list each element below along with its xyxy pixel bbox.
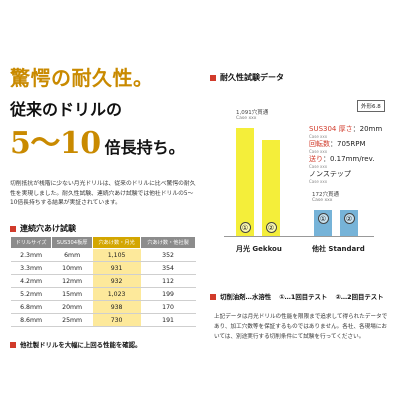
table-title-text: 連続穴あけ試験 bbox=[20, 224, 76, 233]
square-bullet-icon bbox=[10, 225, 16, 232]
big-claim: 5～10 倍長持ち。 bbox=[10, 118, 185, 162]
intro-paragraph: 切削抵抗が桟階に少ない月光ドリルは、従来のドリルに比べ驚愕の耐久性を実現しました… bbox=[10, 181, 196, 207]
gekkou-bar-1 bbox=[236, 128, 254, 236]
table-title: 連続穴あけ試験 bbox=[10, 223, 76, 234]
header-gekkou-count: 穴あけ数・月光 bbox=[92, 236, 142, 249]
cell-other: 199 bbox=[140, 287, 196, 301]
condition-label: ノンステップ bbox=[309, 170, 351, 178]
test-conditions: SUS304 厚さ：20mm Case xxx 回転数：705RPM Case xx… bbox=[309, 124, 395, 184]
circle-2-icon: ② bbox=[265, 222, 277, 233]
cell-other: 354 bbox=[140, 261, 196, 275]
brand-other: 他社 Standard bbox=[312, 245, 365, 253]
condition-sub: Case xxx bbox=[309, 179, 328, 184]
cell-gekkou: 938 bbox=[92, 300, 141, 314]
cell-gekkou: 730 bbox=[92, 313, 141, 327]
disclaimer-note: 上記データは月光ドリルの性能を限限まで追求して得られたデータであり、加工穴数等を… bbox=[214, 314, 388, 340]
cell-thickness: 6mm bbox=[51, 248, 93, 262]
circle-1-icon: ① bbox=[317, 213, 329, 224]
cell-thickness: 15mm bbox=[51, 287, 93, 301]
condition-label: 回転数 bbox=[309, 140, 330, 148]
table-row: 6.8mm 20mm 938 170 bbox=[10, 300, 196, 314]
table-row: 3.3mm 10mm 931 354 bbox=[10, 261, 196, 275]
cell-thickness: 25mm bbox=[51, 313, 93, 327]
condition-value: ：20mm bbox=[352, 125, 383, 133]
drill-test-table: ドリルサイズ SUS304板厚 穴あけ数・月光 穴あけ数・他社製 2.3mm 6… bbox=[9, 236, 196, 327]
headline: 驚愕の耐久性。 bbox=[10, 66, 154, 90]
chart-baseline bbox=[224, 236, 374, 237]
condition-value: ：0.17mm/rev. bbox=[323, 155, 375, 163]
cell-other: 352 bbox=[140, 248, 196, 262]
condition-row: 回転数：705RPM Case xxx bbox=[309, 139, 395, 154]
subhead: 従来のドリルの bbox=[10, 100, 123, 119]
legend-line: 切削油剤…水溶性 ①…1回目テスト ②…2回目テスト bbox=[210, 292, 384, 301]
cell-thickness: 12mm bbox=[51, 274, 93, 288]
square-bullet-icon bbox=[210, 293, 216, 300]
condition-sub: Case xxx bbox=[309, 134, 328, 139]
brand-gekkou: 月光 Gekkou bbox=[236, 245, 282, 253]
cell-size: 3.3mm bbox=[10, 261, 52, 275]
panel-title-text: 耐久性試験データ bbox=[220, 73, 284, 82]
cell-other: 112 bbox=[140, 274, 196, 288]
table-row: 2.3mm 6mm 1,105 352 bbox=[10, 248, 196, 262]
header-thickness: SUS304板厚 bbox=[51, 236, 94, 249]
other-count-text: 172穴貫通 bbox=[312, 192, 339, 198]
cell-size: 6.8mm bbox=[10, 300, 52, 314]
condition-row: SUS304 厚さ：20mm Case xxx bbox=[309, 124, 395, 139]
square-bullet-icon bbox=[10, 341, 16, 348]
condition-label: 送り bbox=[309, 155, 323, 163]
square-bullet-icon bbox=[210, 74, 216, 81]
condition-sub: Case xxx bbox=[309, 149, 328, 154]
gekkou-bar-2 bbox=[262, 140, 280, 236]
size-tag: 外形6.8 bbox=[357, 100, 385, 112]
table-footnote-text: 他社製ドリルを大幅に上回る性能を確認。 bbox=[20, 341, 142, 349]
big-rest: 倍長持ち。 bbox=[104, 138, 185, 157]
cell-gekkou: 1,023 bbox=[92, 287, 141, 301]
cell-size: 5.2mm bbox=[10, 287, 52, 301]
circle-2-icon: ② bbox=[343, 213, 355, 224]
other-count-label: 172穴貫通 Case xxx bbox=[312, 190, 339, 203]
legend-2: ②…2回目テスト bbox=[335, 293, 384, 301]
big-number: 5～10 bbox=[10, 126, 101, 161]
cell-size: 8.6mm bbox=[10, 313, 52, 327]
legend-cut: 切削油剤…水溶性 bbox=[220, 293, 272, 301]
cell-gekkou: 932 bbox=[92, 274, 141, 288]
table-header-row: ドリルサイズ SUS304板厚 穴あけ数・月光 穴あけ数・他社製 bbox=[9, 236, 196, 249]
cell-thickness: 20mm bbox=[51, 300, 93, 314]
cell-other: 170 bbox=[140, 300, 196, 314]
header-drill-size: ドリルサイズ bbox=[9, 236, 53, 249]
panel-title: 耐久性試験データ bbox=[210, 72, 284, 83]
cell-size: 4.2mm bbox=[10, 274, 52, 288]
gekkou-count-label: 1,091穴貫通 Case xxx bbox=[236, 108, 268, 121]
table-footnote: 他社製ドリルを大幅に上回る性能を確認。 bbox=[10, 340, 141, 349]
condition-label: SUS304 厚さ bbox=[309, 125, 353, 133]
cell-thickness: 10mm bbox=[51, 261, 93, 275]
table-row: 5.2mm 15mm 1,023 199 bbox=[10, 287, 196, 301]
cell-size: 2.3mm bbox=[10, 248, 52, 262]
cell-gekkou: 931 bbox=[92, 261, 141, 275]
cell-gekkou: 1,105 bbox=[92, 248, 141, 262]
cell-other: 191 bbox=[140, 313, 196, 327]
gekkou-count-sub: Case xxx bbox=[236, 116, 257, 121]
condition-sub: Case xxx bbox=[309, 164, 328, 169]
condition-row: 送り：0.17mm/rev. Case xxx bbox=[309, 154, 395, 169]
circle-1-icon: ① bbox=[239, 222, 251, 233]
gekkou-count-text: 1,091穴貫通 bbox=[236, 110, 269, 116]
condition-row: ノンステップ Case xxx bbox=[309, 169, 395, 184]
header-other-count: 穴あけ数・他社製 bbox=[140, 236, 196, 249]
legend-1: ①…1回目テスト bbox=[279, 293, 328, 301]
condition-value: ：705RPM bbox=[330, 140, 366, 148]
other-count-sub: Case xxx bbox=[312, 198, 333, 203]
table-row: 8.6mm 25mm 730 191 bbox=[10, 313, 196, 327]
table-row: 4.2mm 12mm 932 112 bbox=[10, 274, 196, 288]
